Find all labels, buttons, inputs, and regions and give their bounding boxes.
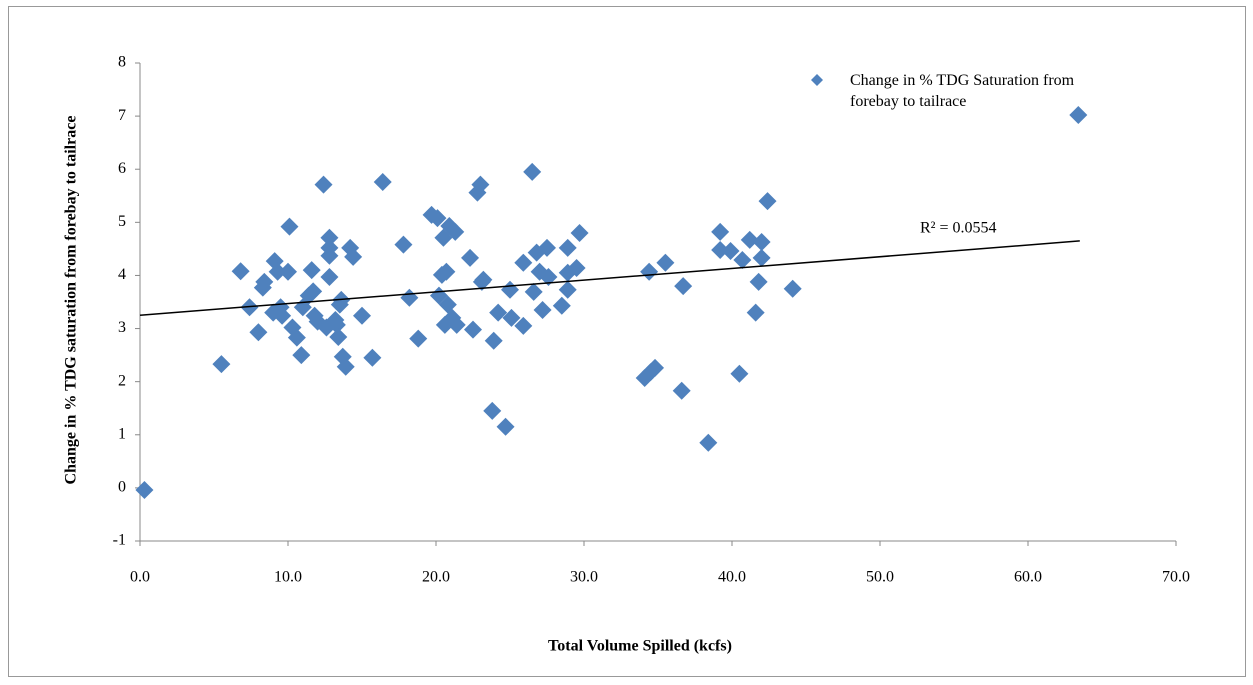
point <box>484 331 503 350</box>
point <box>394 235 413 254</box>
point <box>249 323 268 342</box>
point <box>320 246 339 265</box>
point <box>646 358 665 377</box>
y-tick-label: 5 <box>118 213 126 230</box>
point <box>231 262 250 281</box>
point <box>373 172 392 191</box>
point <box>730 364 749 383</box>
point <box>447 315 466 334</box>
point <box>567 259 586 278</box>
y-tick-label: 0 <box>118 479 126 496</box>
point <box>746 303 765 322</box>
point <box>302 261 321 280</box>
point <box>446 222 465 241</box>
point <box>471 175 490 194</box>
point <box>496 417 515 436</box>
legend-marker <box>811 74 823 86</box>
r-squared: R² = 0.0554 <box>920 220 997 237</box>
y-tick-label: 4 <box>118 266 126 283</box>
point <box>437 262 456 281</box>
point <box>502 308 521 327</box>
x-tick-label: 50.0 <box>866 569 894 586</box>
point <box>279 262 297 281</box>
y-tick-label: 8 <box>118 54 126 71</box>
point <box>314 175 333 194</box>
point <box>212 355 231 374</box>
point <box>501 280 519 299</box>
point <box>656 253 675 272</box>
point <box>280 217 299 236</box>
trendline <box>139 240 1080 317</box>
point <box>758 192 777 211</box>
point <box>483 401 502 420</box>
point <box>287 328 306 347</box>
point <box>783 279 802 298</box>
point <box>711 222 730 241</box>
point <box>464 320 482 339</box>
point <box>327 315 346 334</box>
point <box>489 303 508 322</box>
point <box>320 228 339 247</box>
x-tick-label: 60.0 <box>1014 569 1042 586</box>
point <box>320 268 339 287</box>
y-tick-label: 2 <box>118 372 126 389</box>
point <box>721 242 740 261</box>
x-tick-label: 20.0 <box>422 569 450 586</box>
point <box>461 248 480 267</box>
point <box>292 346 311 365</box>
point <box>344 247 363 266</box>
point <box>558 238 577 257</box>
point <box>740 230 759 249</box>
point <box>514 253 533 272</box>
point <box>400 288 419 307</box>
legend-label: Change in % TDG Saturation from forebay … <box>850 72 1075 110</box>
y-tick-label: -1 <box>113 532 126 549</box>
point <box>514 316 533 335</box>
point <box>273 306 292 325</box>
point <box>409 329 428 348</box>
point <box>752 232 771 251</box>
y-tick-label: 3 <box>118 319 126 336</box>
point <box>539 268 558 287</box>
x-tick-label: 70.0 <box>1162 569 1190 586</box>
y-tick-label: 6 <box>118 160 126 177</box>
x-tick-label: 40.0 <box>718 569 746 586</box>
y-axis-label: Change in % TDG saturation from forebay … <box>63 116 80 485</box>
point <box>329 328 348 347</box>
point <box>672 381 691 400</box>
point <box>524 282 543 301</box>
point <box>336 357 355 376</box>
point <box>711 240 730 259</box>
point <box>474 270 493 289</box>
y-tick-label: 7 <box>118 107 126 124</box>
point <box>538 238 556 257</box>
point <box>1069 106 1088 125</box>
point <box>523 162 542 181</box>
chart-border <box>8 6 1246 677</box>
point <box>304 282 323 301</box>
point <box>363 348 382 367</box>
x-tick-label: 10.0 <box>274 569 302 586</box>
point <box>570 223 589 242</box>
point <box>733 251 752 270</box>
point <box>674 277 693 296</box>
point <box>255 272 274 291</box>
x-tick-label: 0.0 <box>130 569 150 586</box>
point <box>268 262 287 281</box>
y-tick-label: 1 <box>118 425 126 442</box>
point <box>558 280 577 299</box>
point <box>428 209 447 228</box>
point <box>135 481 154 500</box>
x-axis-label: Total Volume Spilled (kcfs) <box>548 638 732 655</box>
point <box>699 433 718 452</box>
point <box>533 300 552 319</box>
point <box>752 248 771 267</box>
point <box>749 272 768 291</box>
x-tick-label: 30.0 <box>570 569 598 586</box>
point <box>640 262 659 281</box>
point <box>353 306 371 325</box>
point <box>552 296 571 315</box>
